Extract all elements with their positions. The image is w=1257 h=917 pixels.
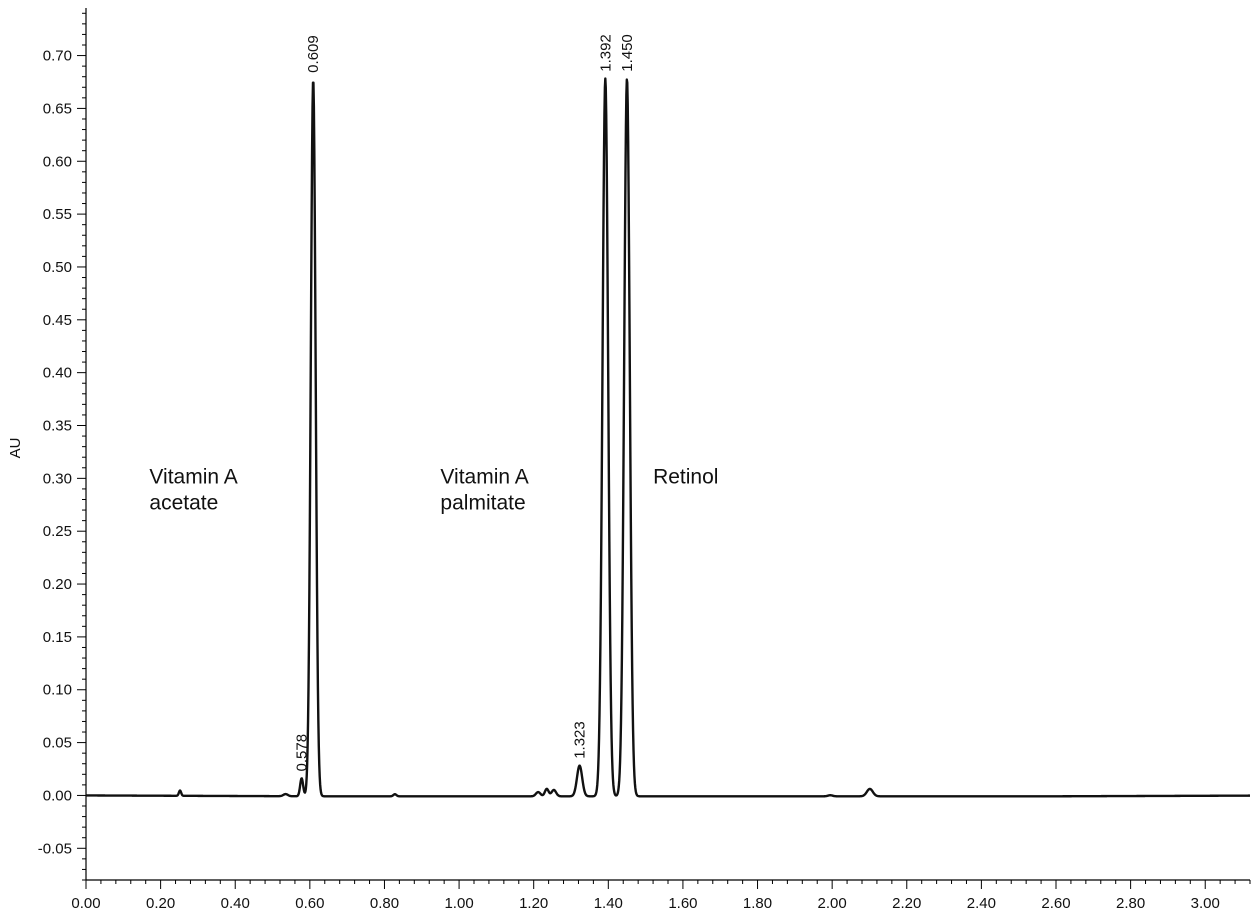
y-tick-label: 0.15 (43, 629, 72, 646)
y-tick-label: 0.30 (43, 470, 72, 487)
annotation-line: acetate (149, 491, 218, 514)
y-tick-label: 0.00 (43, 787, 72, 804)
x-tick-label: 1.20 (519, 895, 548, 912)
x-tick-label: 2.20 (892, 895, 921, 912)
annotations: Vitamin A acetate Vitamin A palmitate Retino… (149, 465, 718, 514)
x-tick-label: 2.60 (1041, 895, 1070, 912)
retinol-annotation: Retinol (653, 465, 718, 488)
x-tick-label: 3.00 (1191, 895, 1220, 912)
y-tick-label: 0.70 (43, 48, 72, 65)
vitamin-a-acetate-annotation: Vitamin A acetate (149, 465, 237, 514)
y-axis-label: AU (7, 438, 24, 459)
x-tick-label: 0.60 (295, 895, 324, 912)
peak-label: 0.609 (305, 35, 322, 73)
annotation-line: Vitamin A (440, 465, 528, 488)
x-tick-label: 0.00 (71, 895, 100, 912)
y-tick-label: -0.05 (38, 840, 72, 857)
x-tick-label: 0.80 (370, 895, 399, 912)
x-tick-label: 1.40 (594, 895, 623, 912)
x-tick-label: 2.40 (967, 895, 996, 912)
x-tick-label: 2.80 (1116, 895, 1145, 912)
vitamin-a-palmitate-annotation: Vitamin A palmitate (440, 465, 528, 514)
x-tick-label: 0.20 (146, 895, 175, 912)
y-tick-label: 0.20 (43, 576, 72, 593)
peak-labels: 0.578 0.609 1.323 1.392 1.450 (294, 34, 636, 771)
y-tick-label: 0.25 (43, 523, 72, 540)
y-tick-label: 0.50 (43, 259, 72, 276)
y-tick-label: 0.40 (43, 365, 72, 382)
peak-label: 1.392 (597, 34, 614, 72)
y-tick-label: 0.10 (43, 682, 72, 699)
y-tick-label: 0.05 (43, 735, 72, 752)
peak-label: 1.450 (619, 34, 636, 72)
annotation-line: Retinol (653, 465, 718, 488)
x-tick-label: 1.60 (668, 895, 697, 912)
x-tick-label: 2.00 (818, 895, 847, 912)
x-tick-label: 1.80 (743, 895, 772, 912)
y-tick-label: 0.65 (43, 100, 72, 117)
peak-label: 1.323 (572, 721, 589, 759)
peak-label: 0.578 (294, 734, 311, 772)
y-tick-label: 0.45 (43, 312, 72, 329)
y-tick-label: 0.60 (43, 153, 72, 170)
x-tick-label: 0.40 (221, 895, 250, 912)
x-tick-label: 1.00 (444, 895, 473, 912)
y-tick-label: 0.35 (43, 418, 72, 435)
annotation-line: Vitamin A (149, 465, 237, 488)
x-axis: 0.00 0.20 0.40 0.60 0.80 1.00 1.20 1.40 1.60 1.80… (71, 879, 1251, 912)
annotation-line: palmitate (440, 491, 525, 514)
y-axis: -0.05 0.00 0.05 0.10 0.15 0.20 0.25 0.30 0.35 0.4… (38, 8, 87, 881)
traces (85, 77, 1251, 798)
chromatogram-trace (85, 77, 1251, 798)
y-tick-label: 0.55 (43, 206, 72, 223)
